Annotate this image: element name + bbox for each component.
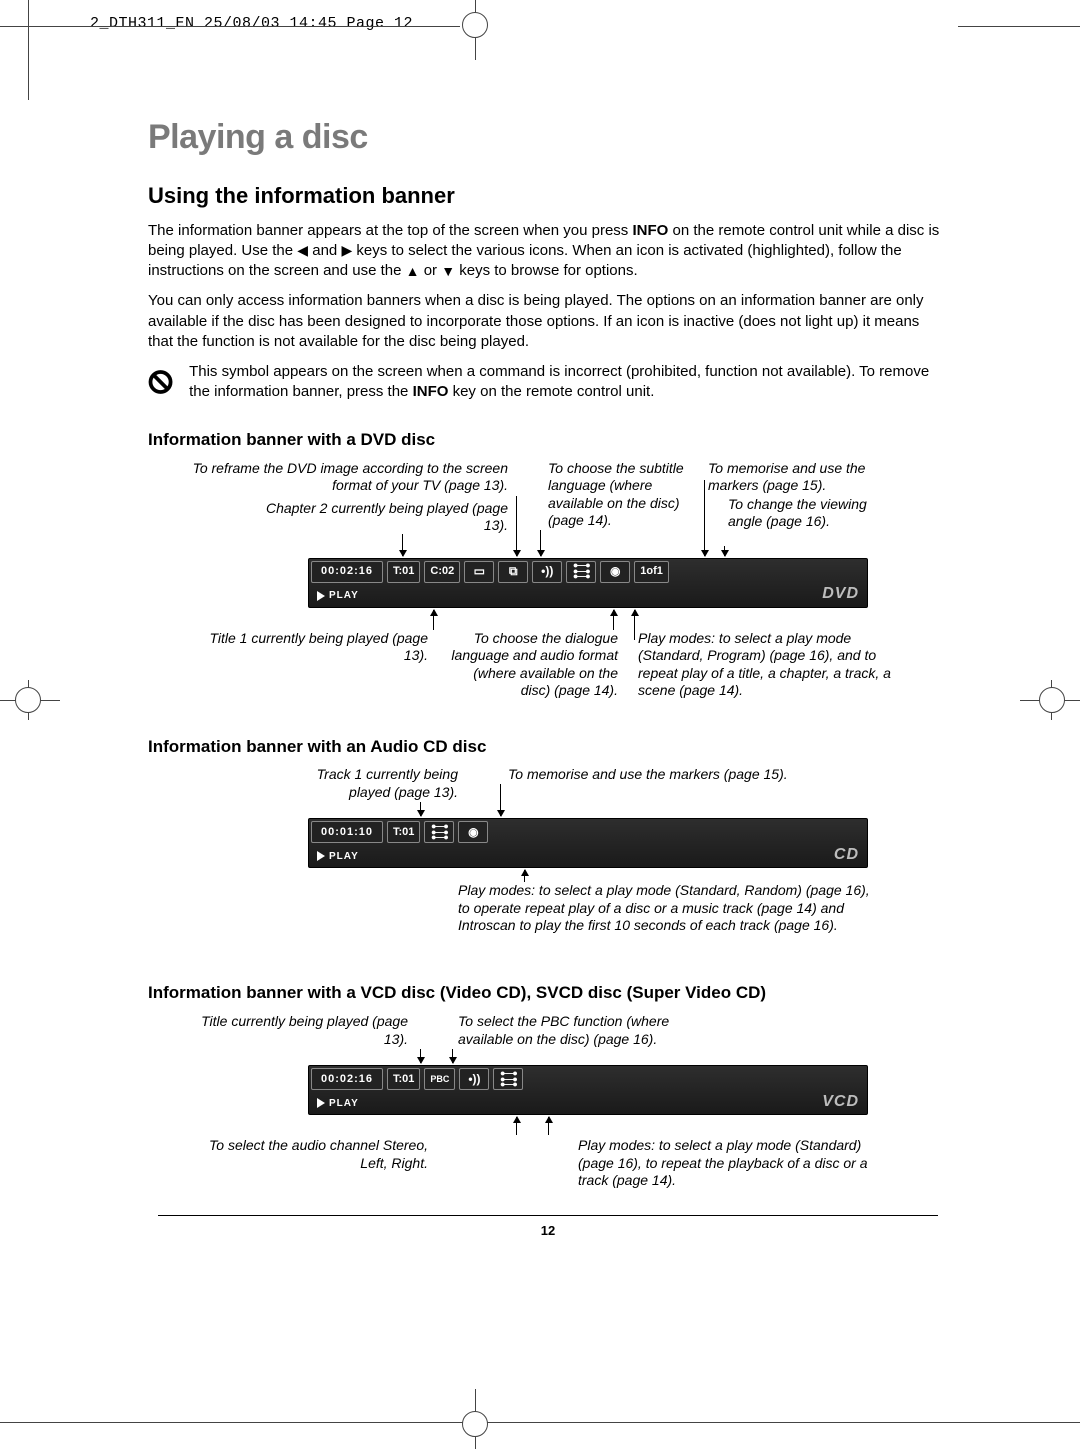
callout-markers: To memorise and use the markers (page 15…: [708, 460, 898, 495]
callout-line: [402, 534, 403, 556]
time-cell: 00:01:10: [311, 821, 383, 843]
marker-icon: ◉: [458, 821, 488, 843]
callout-track: Track 1 currently being played (page 13)…: [278, 766, 458, 801]
page-number: 12: [148, 1222, 948, 1240]
prohibited-icon: [148, 362, 173, 402]
callout-line: [540, 530, 541, 556]
crop-mark: [28, 0, 29, 100]
callout-audio-channel: To select the audio channel Stereo, Left…: [198, 1137, 428, 1172]
crop-register-icon: [15, 687, 41, 713]
callout-playmodes: Play modes: to select a play mode (Stand…: [638, 630, 898, 700]
prohibited-note: This symbol appears on the screen when a…: [148, 362, 948, 413]
up-arrow-icon: ▲: [406, 262, 420, 281]
callout-line: [516, 1117, 517, 1135]
section-heading: Using the information banner: [148, 181, 948, 211]
text: or: [420, 262, 442, 279]
subsection-heading-vcd: Information banner with a VCD disc (Vide…: [148, 982, 948, 1005]
subtitle-icon: ⧉: [498, 561, 528, 583]
bold-text: INFO: [632, 222, 668, 239]
callout-line: [433, 610, 434, 630]
callout-vcd-title: Title currently being played (page 13).: [198, 1013, 408, 1048]
vcd-info-banner: 00:02:16 T:01 PBC •)) ●—●●—●●—● PLAY VCD: [308, 1065, 868, 1115]
audio-icon: •)): [532, 561, 562, 583]
title-cell: T:01: [387, 1068, 420, 1090]
callout-subtitle: To choose the subtitle language (where a…: [548, 460, 698, 530]
subsection-heading-cd: Information banner with an Audio CD disc: [148, 736, 948, 759]
dvd-info-banner: 00:02:16 T:01 C:02 ▭ ⧉ •)) ●—●●—●●—● ◉ 1…: [308, 558, 868, 608]
callout-line: [548, 1117, 549, 1135]
disc-type-label: CD: [834, 844, 859, 866]
title-cell: T:01: [387, 561, 420, 583]
marker-icon: ◉: [600, 561, 630, 583]
callout-angle: To change the viewing angle (page 16).: [728, 496, 868, 531]
text: and: [308, 242, 341, 259]
crop-mark: [958, 26, 1080, 27]
text: key on the remote control unit.: [448, 383, 654, 400]
note-text: This symbol appears on the screen when a…: [189, 362, 948, 403]
callout-line: [420, 802, 421, 816]
playmode-icon: ●—●●—●●—●: [566, 561, 596, 583]
callout-line: [634, 610, 635, 640]
play-label: PLAY: [329, 589, 359, 603]
playmode-icon: ●—●●—●●—●: [493, 1068, 523, 1090]
callout-title: Title 1 currently being played (page 13)…: [198, 630, 428, 665]
callout-vcd-playmodes: Play modes: to select a play mode (Stand…: [578, 1137, 888, 1190]
pbc-cell: PBC: [424, 1068, 455, 1090]
crop-register-icon: [462, 1411, 488, 1437]
bold-text: INFO: [413, 383, 449, 400]
callout-cd-markers: To memorise and use the markers (page 15…: [508, 766, 848, 784]
time-cell: 00:02:16: [311, 1068, 383, 1090]
separator: [158, 1215, 938, 1216]
play-label: PLAY: [329, 850, 359, 864]
page-title: Playing a disc: [148, 115, 948, 161]
subsection-heading-dvd: Information banner with a DVD disc: [148, 429, 948, 452]
callout-reframe: To reframe the DVD image according to th…: [168, 460, 508, 495]
callout-line: [724, 546, 725, 556]
title-cell: T:01: [387, 821, 420, 843]
callout-line: [613, 610, 614, 630]
left-arrow-icon: ◀: [297, 241, 308, 260]
callout-line: [524, 870, 525, 882]
angle-cell: 1of1: [634, 561, 669, 583]
callout-line: [516, 496, 517, 556]
aspect-icon: ▭: [464, 561, 494, 583]
callout-dialogue: To choose the dialogue language and audi…: [448, 630, 618, 700]
crop-register-icon: [1039, 687, 1065, 713]
crop-mark: [0, 26, 460, 27]
cd-info-banner: 00:01:10 T:01 ●—●●—●●—● ◉ PLAY CD: [308, 818, 868, 868]
text: The information banner appears at the to…: [148, 222, 632, 239]
crop-register-icon: [462, 12, 488, 38]
paragraph: You can only access information banners …: [148, 291, 948, 352]
text: keys to browse for options.: [455, 262, 638, 279]
time-cell: 00:02:16: [311, 561, 383, 583]
callout-cd-playmodes: Play modes: to select a play mode (Stand…: [458, 882, 878, 935]
paragraph: The information banner appears at the to…: [148, 221, 948, 282]
down-arrow-icon: ▼: [441, 262, 455, 281]
audio-icon: •)): [459, 1068, 489, 1090]
play-icon: [317, 1098, 325, 1108]
disc-type-label: DVD: [822, 583, 859, 605]
play-label: PLAY: [329, 1097, 359, 1111]
disc-type-label: VCD: [822, 1091, 859, 1113]
chapter-cell: C:02: [424, 561, 460, 583]
playmode-icon: ●—●●—●●—●: [424, 821, 454, 843]
callout-chapter: Chapter 2 currently being played (page 1…: [248, 500, 508, 535]
right-arrow-icon: ▶: [341, 241, 352, 260]
crop-mark: [0, 1422, 1080, 1423]
callout-pbc: To select the PBC function (where availa…: [458, 1013, 718, 1048]
play-icon: [317, 591, 325, 601]
callout-line: [500, 784, 501, 816]
play-icon: [317, 851, 325, 861]
crop-header: 2_DTH311_EN 25/08/03 14:45 Page 12: [90, 14, 413, 34]
callout-line: [420, 1049, 421, 1063]
callout-line: [452, 1049, 453, 1063]
callout-line: [704, 480, 705, 556]
